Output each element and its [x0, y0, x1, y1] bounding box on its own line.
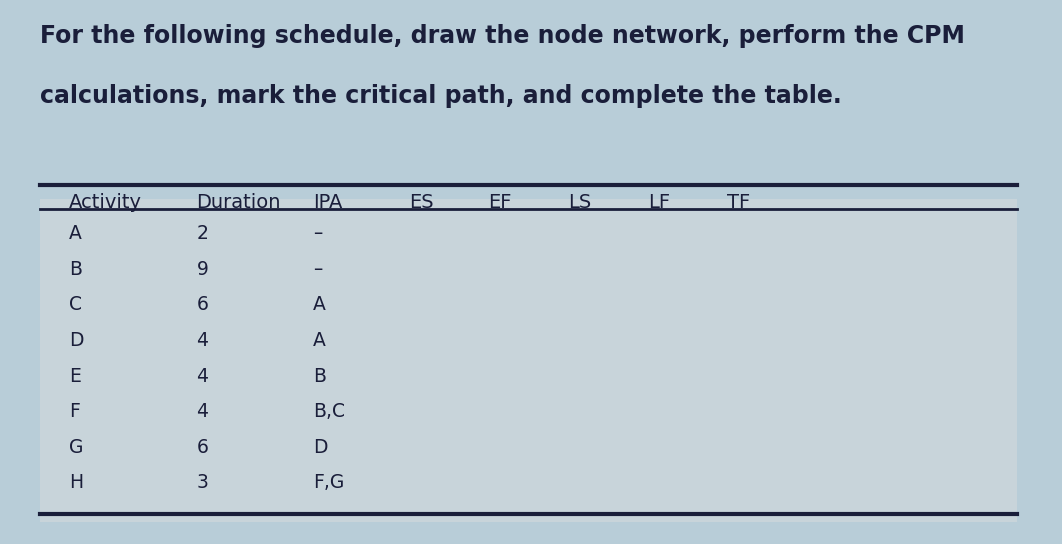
Text: 4: 4	[196, 402, 208, 421]
Text: 3: 3	[196, 473, 208, 492]
Text: 2: 2	[196, 224, 208, 243]
Text: ES: ES	[409, 193, 433, 212]
Text: IPA: IPA	[313, 193, 343, 212]
Text: LS: LS	[568, 193, 592, 212]
Text: F,G: F,G	[313, 473, 345, 492]
Text: 6: 6	[196, 437, 208, 456]
Text: F: F	[69, 402, 80, 421]
Text: 6: 6	[196, 295, 208, 314]
Text: B: B	[69, 260, 82, 279]
Text: D: D	[313, 437, 328, 456]
Text: Activity: Activity	[69, 193, 142, 212]
Text: Duration: Duration	[196, 193, 281, 212]
Text: B: B	[313, 367, 326, 386]
Text: A: A	[313, 331, 326, 350]
Text: A: A	[313, 295, 326, 314]
Text: G: G	[69, 437, 84, 456]
Text: EF: EF	[489, 193, 512, 212]
Text: C: C	[69, 295, 82, 314]
Text: For the following schedule, draw the node network, perform the CPM: For the following schedule, draw the nod…	[40, 24, 965, 48]
Text: LF: LF	[648, 193, 670, 212]
Text: A: A	[69, 224, 82, 243]
Text: 9: 9	[196, 260, 208, 279]
Text: –: –	[313, 224, 323, 243]
Text: B,C: B,C	[313, 402, 345, 421]
Text: 4: 4	[196, 367, 208, 386]
Text: 4: 4	[196, 331, 208, 350]
Text: TF: TF	[727, 193, 751, 212]
Text: D: D	[69, 331, 84, 350]
Text: H: H	[69, 473, 83, 492]
Text: –: –	[313, 260, 323, 279]
FancyBboxPatch shape	[40, 199, 1017, 522]
Text: E: E	[69, 367, 81, 386]
Text: calculations, mark the critical path, and complete the table.: calculations, mark the critical path, an…	[40, 84, 842, 108]
